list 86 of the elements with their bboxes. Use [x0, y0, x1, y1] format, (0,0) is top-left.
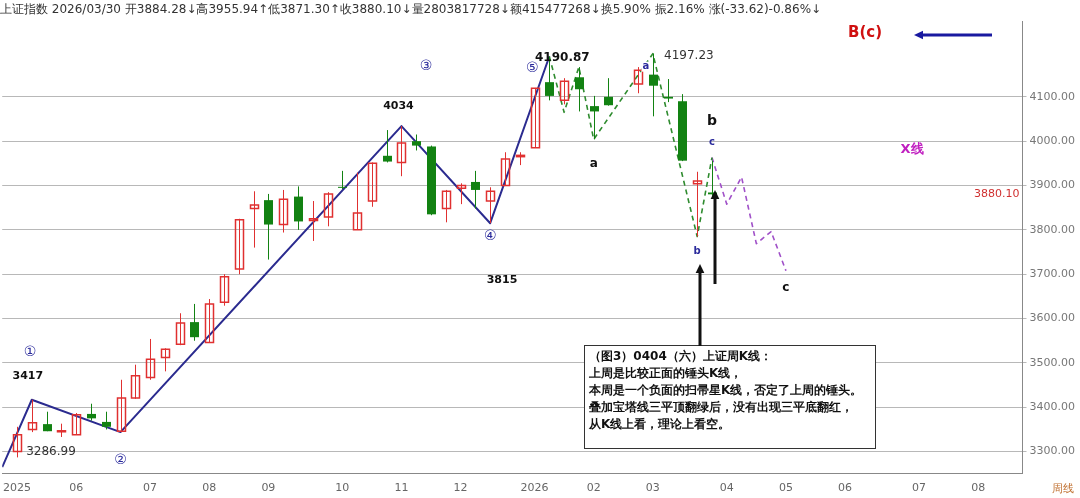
annotation: a — [589, 155, 598, 170]
candlestick — [234, 218, 245, 275]
candlestick — [308, 200, 319, 242]
candlestick — [633, 66, 644, 94]
candlestick — [530, 87, 541, 149]
text: 周线 — [1052, 481, 1074, 496]
annotation: 4197.23 — [664, 47, 714, 62]
y-tick-label: 3800.00 — [1029, 222, 1076, 236]
candlestick — [383, 129, 392, 163]
candlestick — [175, 312, 186, 346]
candlestick — [12, 426, 23, 458]
candlestick — [559, 77, 570, 105]
y-tick-label: 3700.00 — [1029, 267, 1076, 281]
candlestick — [145, 338, 156, 381]
line-series — [711, 156, 787, 272]
annotation: ② — [114, 450, 127, 467]
annotation: b — [693, 245, 701, 257]
candlestick — [116, 379, 127, 433]
candlestick — [367, 161, 378, 208]
x-tick-label: 02 — [586, 481, 601, 495]
annotation: a — [642, 60, 650, 72]
candlestick — [323, 191, 334, 227]
x-tick-label: 04 — [719, 481, 734, 495]
annotation: X线 — [900, 141, 924, 157]
candlestick — [590, 95, 599, 140]
candlestick — [204, 298, 215, 344]
annotation: c — [782, 279, 790, 294]
x-tick-label: 06 — [838, 481, 853, 495]
candlestick — [692, 171, 703, 238]
y-tick-label: 4100.00 — [1029, 89, 1076, 103]
x-tick-label: 2026 — [520, 481, 549, 495]
annotation: 3880.10 — [974, 187, 1020, 201]
annotation: 本周是一个负面的扫帚星K线，否定了上周的锤头。 — [589, 382, 864, 399]
y-tick-label: 3600.00 — [1029, 311, 1076, 325]
y-tick-label: 4000.00 — [1029, 134, 1076, 148]
candlestick — [338, 170, 347, 190]
annotation: c — [709, 136, 716, 148]
x-tick-label: 03 — [645, 481, 660, 495]
annotation: 3286.99 — [26, 443, 76, 458]
chart-title: 上证指数 2026/03/30 开3884.28↓高3955.94↑低3871.30↑收3880.10↓量2803817728↓额415477268↓换5.90% 振2.16% 涨(-33.62)-0.86%↓ — [0, 2, 822, 17]
x-tick-label: 10 — [335, 481, 350, 495]
x-tick-label: 08 — [202, 481, 217, 495]
candlestick — [219, 273, 230, 307]
annotation: 从K线上看，理论上看空。 — [589, 416, 732, 433]
x-tick-label: 09 — [261, 481, 276, 495]
candlestick — [471, 170, 480, 210]
x-tick-label: 2025 — [3, 481, 31, 495]
candlestick — [278, 189, 289, 234]
annotation: 上周是比较正面的锤头K线， — [589, 365, 744, 382]
candlestick — [500, 151, 511, 187]
x-tick-label: 05 — [778, 481, 793, 495]
annotation: ③ — [419, 56, 433, 73]
annotation: （图3）0404（六）上证周K线： — [589, 348, 774, 365]
candlestick — [130, 364, 141, 400]
candlestick — [604, 77, 613, 107]
candlestick — [456, 182, 467, 205]
x-tick-label: 07 — [143, 481, 158, 495]
candlestick — [190, 303, 199, 342]
annotation: 3815 — [486, 272, 518, 286]
annotation: ① — [23, 342, 37, 359]
candlestick — [575, 66, 584, 112]
candlestick — [27, 399, 38, 433]
candlestick — [160, 347, 171, 372]
annotation: ⑤ — [526, 59, 539, 76]
candlestick — [71, 412, 82, 436]
x-tick-label: 06 — [69, 481, 84, 495]
y-tick-label: 3500.00 — [1029, 355, 1076, 369]
annotation: 叠加宝塔线三平顶翻绿后，没有出现三平底翻红， — [589, 399, 854, 416]
x-tick-label: 12 — [453, 481, 468, 495]
y-tick-label: 3900.00 — [1029, 178, 1076, 192]
candlestick — [396, 125, 407, 177]
annotation: ④ — [483, 226, 497, 243]
x-tick-label: 08 — [971, 481, 986, 495]
y-tick-label: 3400.00 — [1029, 400, 1076, 414]
annotation: B(c) — [847, 22, 883, 41]
x-tick-label: 07 — [912, 481, 926, 495]
candlestick — [664, 78, 673, 103]
candlestick — [485, 186, 496, 224]
annotation: b — [706, 112, 717, 129]
annotation: 3417 — [12, 368, 44, 382]
y-tick-label: 3300.00 — [1029, 444, 1076, 458]
candlestick — [352, 172, 363, 231]
candlestick — [441, 189, 452, 223]
x-tick-label: 11 — [394, 481, 409, 495]
candlestick — [249, 190, 260, 249]
annotation: 4034 — [383, 98, 415, 112]
